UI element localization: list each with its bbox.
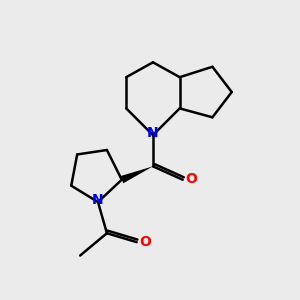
Text: O: O <box>139 235 151 248</box>
Text: N: N <box>92 193 103 207</box>
Text: N: N <box>147 126 159 140</box>
Polygon shape <box>120 166 153 183</box>
Text: O: O <box>185 172 197 186</box>
